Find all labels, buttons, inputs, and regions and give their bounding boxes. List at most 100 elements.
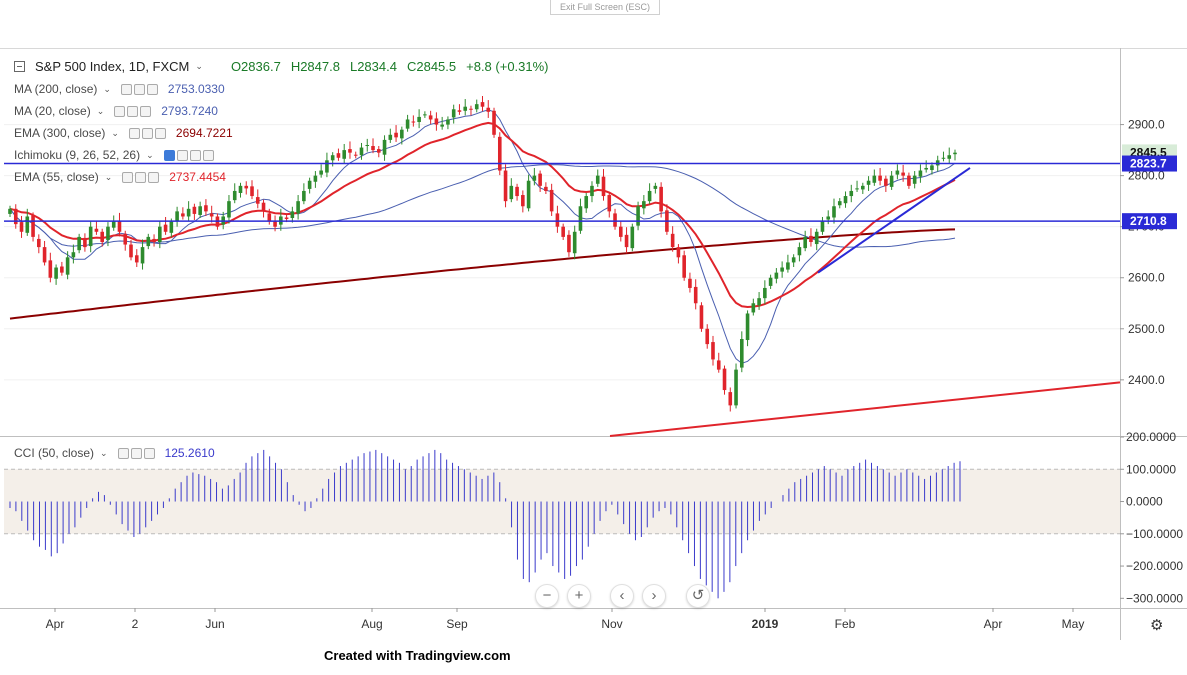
indicator-legend-ma200[interactable]: MA (200, close) ⌄ 2753.0330 — [14, 82, 225, 96]
candle-body — [106, 226, 110, 240]
chevron-down-icon[interactable]: ⌄ — [104, 171, 113, 182]
indicator-controls-icon[interactable] — [114, 105, 152, 117]
candle-body — [670, 233, 675, 248]
candle-body — [325, 160, 329, 173]
candle-body — [843, 196, 848, 204]
candle-body — [872, 175, 877, 183]
candle-body — [71, 252, 76, 258]
candle-body — [878, 175, 882, 181]
chevron-down-icon[interactable]: ⌄ — [146, 149, 154, 160]
candle-body — [895, 170, 900, 175]
candle-body — [728, 392, 733, 406]
candle-body — [13, 208, 18, 225]
candle-body — [503, 170, 508, 202]
candle-body — [319, 170, 323, 175]
candle-body — [768, 277, 773, 286]
candle-body — [365, 145, 370, 146]
ohlc-high: H2847.8 — [290, 59, 340, 74]
collapse-icon[interactable] — [14, 61, 25, 72]
scroll-left-button[interactable]: ‹ — [610, 584, 634, 608]
candle-body — [820, 221, 825, 232]
candle-body — [394, 132, 398, 138]
candle-body — [255, 197, 260, 204]
candle-body — [653, 185, 658, 189]
indicator-legend-ma20[interactable]: MA (20, close) ⌄ 2793.7240 — [14, 104, 218, 118]
candle-body — [400, 129, 404, 139]
candle-body — [42, 247, 47, 263]
time-tick-label: 2 — [132, 617, 139, 631]
candle-body — [889, 175, 894, 187]
candle-body — [486, 107, 491, 112]
ema300-line — [9, 228, 956, 320]
candle-body — [209, 213, 214, 217]
indicator-controls-icon[interactable] — [117, 447, 155, 459]
candle-body — [411, 121, 416, 123]
candle-body — [284, 217, 289, 220]
scroll-right-button[interactable]: › — [642, 584, 666, 608]
exit-fullscreen-button[interactable]: Exit Full Screen (ESC) — [550, 0, 660, 15]
candle-body — [636, 206, 640, 226]
zoom-out-button[interactable]: − — [535, 584, 559, 608]
candle-body — [624, 234, 629, 248]
candle-body — [19, 222, 24, 232]
chevron-down-icon[interactable]: ⌄ — [111, 127, 119, 138]
upper-level-badge: 2823.7 — [1130, 157, 1167, 171]
candle-body — [65, 257, 70, 275]
candle-body — [428, 115, 433, 120]
candle-body — [618, 226, 623, 237]
candle-body — [25, 216, 30, 233]
indicator-legend-ichimoku[interactable]: Ichimoku (9, 26, 52, 26) ⌄ — [14, 148, 224, 162]
cci-tick-label: 100.0000 — [1126, 462, 1176, 476]
candle-body — [117, 220, 122, 232]
reset-chart-button[interactable]: ↺ — [686, 584, 710, 608]
indicator-value: 125.2610 — [164, 446, 215, 460]
indicator-label: MA (200, close) — [14, 82, 98, 96]
candle-body — [307, 180, 312, 189]
lower-level-badge: 2710.8 — [1130, 214, 1167, 228]
ohlc-change: +8.8 (+0.31%) — [466, 59, 549, 74]
candle-body — [595, 175, 600, 184]
chevron-down-icon[interactable]: ⌄ — [96, 105, 105, 116]
chevron-down-icon[interactable]: ⌄ — [195, 61, 203, 71]
candle-body — [780, 267, 784, 272]
candle-body — [642, 201, 646, 209]
candle-body — [186, 208, 191, 217]
candle-body — [751, 303, 756, 313]
candle-body — [826, 216, 831, 220]
candle-body — [722, 368, 727, 391]
candle-body — [607, 195, 612, 212]
indicator-controls-icon[interactable] — [122, 171, 160, 183]
candle-body — [457, 110, 462, 112]
candle-body — [659, 186, 663, 212]
indicator-controls-icon[interactable] — [163, 149, 214, 161]
candle-body — [734, 369, 738, 406]
chevron-down-icon[interactable]: ⌄ — [100, 447, 108, 458]
indicator-label: Ichimoku (9, 26, 52, 26) — [14, 148, 141, 162]
candle-body — [371, 146, 375, 151]
indicator-legend-ema55[interactable]: EMA (55, close) ⌄ 2737.4454 — [14, 170, 226, 184]
cci-legend[interactable]: CCI (50, close) ⌄ 125.2610 — [14, 446, 215, 460]
candle-body — [901, 172, 905, 176]
indicator-value: 2753.0330 — [167, 82, 225, 96]
zoom-in-button[interactable]: + — [567, 584, 591, 608]
indicator-controls-icon[interactable] — [128, 127, 166, 139]
cci-tick-label: 200.0000 — [1126, 430, 1176, 444]
candle-body — [803, 236, 807, 249]
candle-body — [532, 175, 537, 181]
candle-body — [60, 266, 64, 273]
candle-body — [930, 165, 934, 171]
candle-body — [446, 119, 450, 125]
candle-body — [336, 153, 341, 158]
candle-body — [918, 170, 923, 177]
ohlc-low: L2834.4 — [349, 59, 397, 74]
candle-body — [584, 196, 589, 209]
chevron-down-icon[interactable]: ⌄ — [103, 83, 111, 94]
indicator-label: EMA (300, close) — [14, 126, 106, 140]
indicator-controls-icon[interactable] — [120, 83, 158, 95]
cci-tick-label: 0.0000 — [1126, 495, 1163, 509]
candle-body — [434, 118, 439, 125]
candle-body — [227, 201, 231, 218]
footer-credit: Created with Tradingview.com — [324, 648, 511, 663]
indicator-legend-ema300[interactable]: EMA (300, close) ⌄ 2694.7221 — [14, 126, 233, 140]
gear-icon[interactable]: ⚙ — [1150, 617, 1164, 634]
